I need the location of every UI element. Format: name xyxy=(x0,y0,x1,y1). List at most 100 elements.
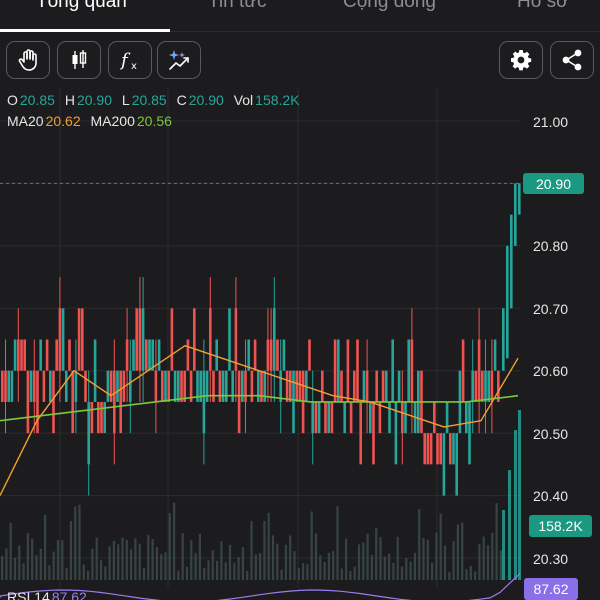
candle xyxy=(461,339,465,402)
volume-bar xyxy=(474,571,477,580)
volume-badge: 158.2K xyxy=(529,515,592,537)
open-label: O xyxy=(7,92,18,108)
settings-button[interactable] xyxy=(499,41,543,79)
candle xyxy=(330,401,334,434)
candle xyxy=(510,214,513,309)
volume-bar xyxy=(228,544,232,580)
volume-bar xyxy=(18,545,21,580)
volume-bar xyxy=(44,514,47,580)
tab-news[interactable]: Tin tức xyxy=(208,0,267,12)
candle xyxy=(167,370,170,402)
volume-bar xyxy=(190,540,193,580)
candle xyxy=(391,339,394,402)
volume-bar xyxy=(211,550,214,580)
candle xyxy=(394,401,398,465)
crosshair-button[interactable] xyxy=(6,41,50,79)
volume-bar xyxy=(340,568,343,580)
volume-bar xyxy=(26,533,29,580)
volume-bar xyxy=(164,552,167,580)
candle xyxy=(343,401,346,434)
candle xyxy=(221,370,225,402)
candle xyxy=(426,433,430,465)
candle xyxy=(97,401,100,434)
volume-bar xyxy=(263,521,266,580)
volume-bar xyxy=(48,565,51,580)
rsi-label: RSI 14 xyxy=(7,589,50,600)
candle xyxy=(119,370,122,434)
candle xyxy=(353,370,356,402)
volume-bar xyxy=(207,560,210,580)
volume-bar xyxy=(306,564,309,580)
volume-bar xyxy=(259,552,262,580)
y-tick-label: 20.40 xyxy=(533,488,569,504)
volume-bar xyxy=(155,547,158,580)
tab-overview[interactable]: Tổng quan xyxy=(36,0,127,12)
volume-bar xyxy=(396,536,399,580)
candle xyxy=(106,370,110,402)
share-icon xyxy=(560,48,584,72)
candle xyxy=(292,370,295,434)
candle xyxy=(439,433,442,465)
candle xyxy=(7,370,10,402)
volume-bar xyxy=(138,543,141,580)
candle xyxy=(42,370,46,402)
candle xyxy=(26,370,30,434)
volume-bar xyxy=(271,535,275,580)
volume-bar xyxy=(194,553,197,580)
candle xyxy=(518,183,521,215)
volume-bar xyxy=(203,568,206,580)
gear-icon xyxy=(509,48,533,72)
indicators-button[interactable]: f x xyxy=(108,41,152,79)
candle xyxy=(103,401,106,434)
candle xyxy=(423,433,426,465)
candle xyxy=(433,401,436,434)
volume-bar xyxy=(91,548,94,580)
ai-analysis-button[interactable] xyxy=(157,41,201,79)
volume-bar xyxy=(405,558,408,580)
volume-bar xyxy=(502,510,505,580)
candle xyxy=(253,339,257,371)
volume-bar xyxy=(491,532,494,580)
volume-bar xyxy=(65,568,68,580)
candle xyxy=(145,339,148,371)
candle xyxy=(109,370,113,402)
volume-bar xyxy=(104,566,107,580)
candle xyxy=(196,370,199,402)
candle xyxy=(474,370,478,402)
volume-bar xyxy=(482,536,485,580)
volume-bar xyxy=(237,557,240,580)
candle xyxy=(502,308,505,371)
volume-bar xyxy=(357,544,361,580)
candlestick-chart[interactable] xyxy=(0,88,600,600)
rsi-badge: 87.62 xyxy=(524,578,578,600)
volume-bar xyxy=(69,520,72,580)
candle xyxy=(241,370,244,402)
volume-bar xyxy=(383,556,386,580)
rsi-line xyxy=(0,573,521,600)
candle xyxy=(189,370,193,402)
volume-bar xyxy=(448,571,451,580)
volume-bar xyxy=(452,541,455,580)
share-button[interactable] xyxy=(550,41,594,79)
candle xyxy=(385,370,388,402)
candle xyxy=(186,339,190,371)
candle xyxy=(378,401,382,434)
price-chart[interactable] xyxy=(0,88,600,600)
volume-bar xyxy=(267,512,270,580)
volume-bar xyxy=(413,552,416,580)
top-tab-bar: Tổng quan Tin tức Cộng đồng Hồ sơ xyxy=(0,0,600,32)
candle xyxy=(77,308,81,371)
volume-bar xyxy=(198,533,201,580)
volume-bar xyxy=(276,543,279,580)
chart-type-button[interactable] xyxy=(57,41,101,79)
candlestick-icon xyxy=(66,47,92,73)
candle xyxy=(151,339,154,371)
volume-value: 158.2K xyxy=(255,92,300,108)
tab-community[interactable]: Cộng đồng xyxy=(343,0,436,12)
volume-bar xyxy=(349,570,352,580)
tab-profile[interactable]: Hồ sơ xyxy=(517,0,569,12)
volume-bar xyxy=(327,552,330,580)
volume-bar xyxy=(35,555,38,580)
volume-bar xyxy=(495,503,498,580)
candle xyxy=(225,370,228,402)
